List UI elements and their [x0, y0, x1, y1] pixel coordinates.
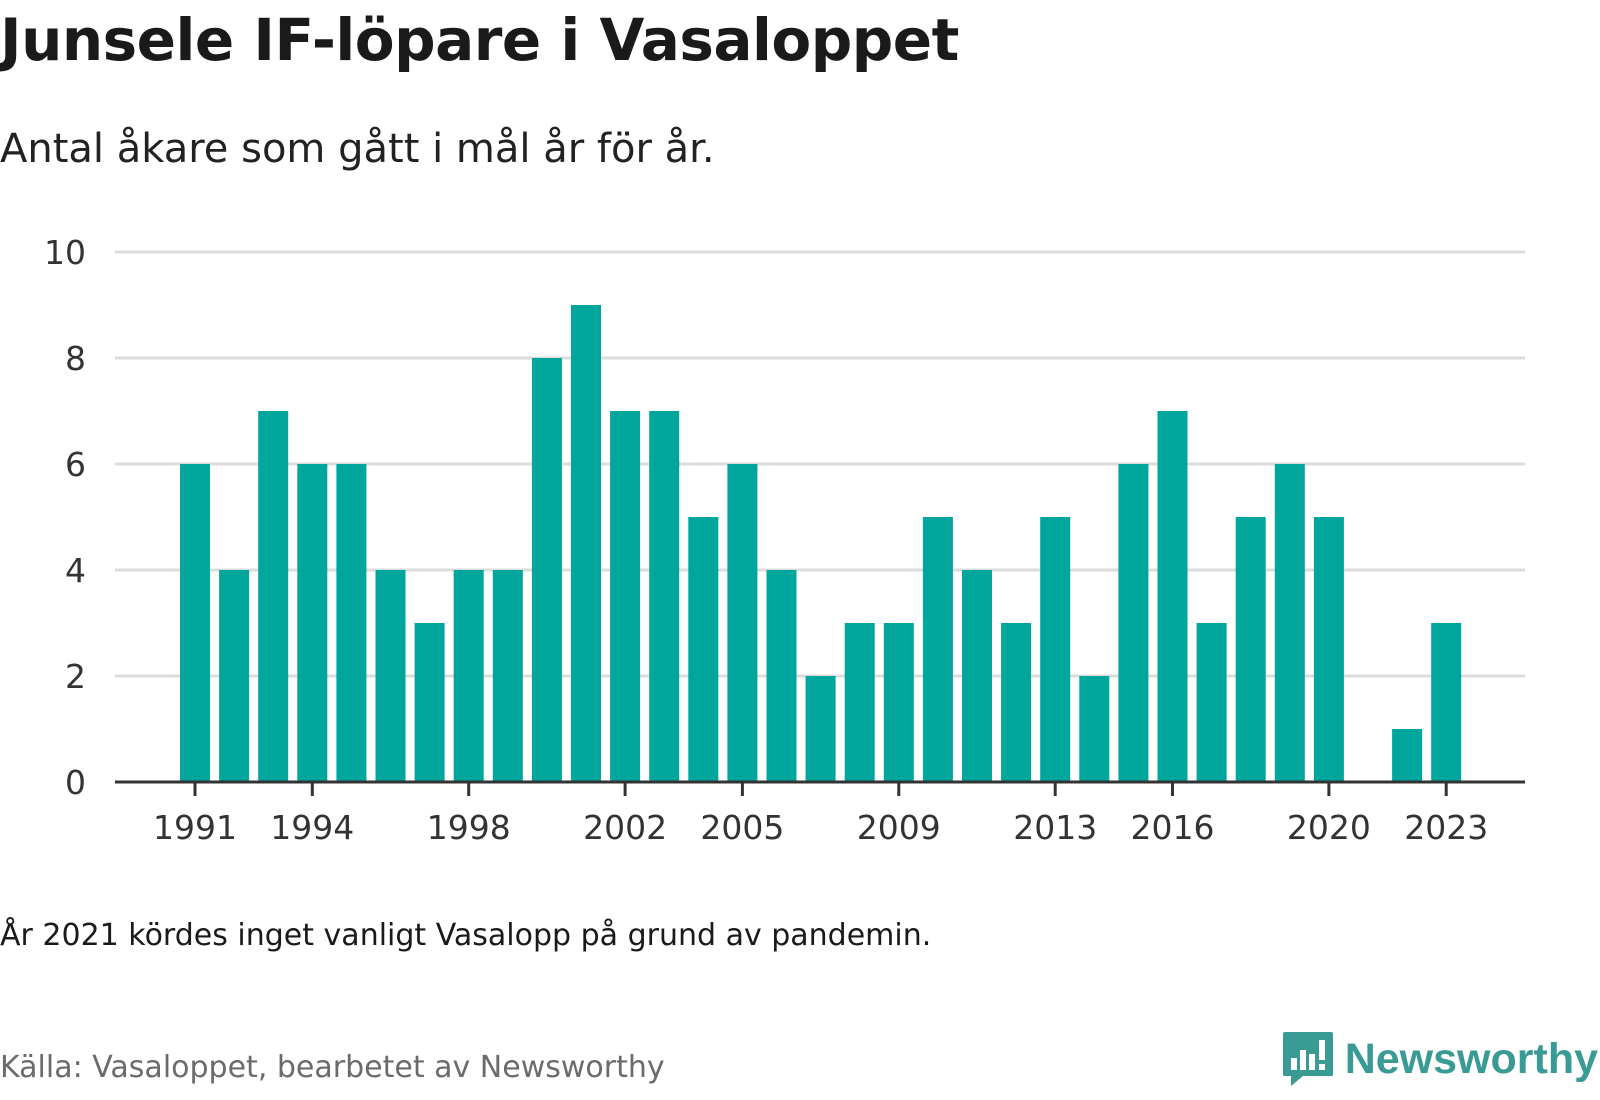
- chart-footnote: År 2021 kördes inget vanligt Vasalopp på…: [0, 918, 932, 953]
- x-tick-label: 1991: [153, 808, 237, 847]
- bar: [805, 676, 836, 782]
- bar: [1235, 517, 1266, 782]
- y-tick-label: 8: [65, 339, 86, 378]
- chart-subtitle: Antal åkare som gått i mål år för år.: [0, 126, 715, 172]
- x-tick-label: 1994: [270, 808, 354, 847]
- brand-name: Newsworthy: [1344, 1034, 1598, 1083]
- x-axis-ticks: 1991 1994 1998 2002 2005 2009 2013 2016 2020 2023: [153, 782, 1488, 847]
- bar: [375, 570, 406, 782]
- bar: [1118, 464, 1149, 782]
- bar: [336, 464, 367, 782]
- y-tick-label: 10: [44, 233, 86, 272]
- bar: [414, 623, 445, 782]
- bar: [688, 517, 719, 782]
- x-tick-label: 2009: [857, 808, 941, 847]
- x-tick-label: 2005: [700, 808, 784, 847]
- bar: [1431, 623, 1462, 782]
- bar: [922, 517, 953, 782]
- x-tick-label: 1998: [427, 808, 511, 847]
- bar: [844, 623, 875, 782]
- source-credit: Källa: Vasaloppet, bearbetet av Newswort…: [0, 1050, 665, 1085]
- x-tick-label: 2013: [1013, 808, 1097, 847]
- bar: [453, 570, 484, 782]
- y-axis-ticks: 0 2 4 6 8 10: [44, 233, 86, 802]
- bar: [1274, 464, 1305, 782]
- bar: [649, 411, 680, 782]
- bar: [727, 464, 758, 782]
- bar-chart: 0 2 4 6 8 10 1991 1994 1998 2002 2005 2009 2013 2016…: [44, 233, 1525, 847]
- bar: [258, 411, 289, 782]
- y-tick-label: 0: [65, 763, 86, 802]
- y-tick-label: 4: [65, 551, 86, 590]
- x-tick-label: 2002: [583, 808, 667, 847]
- bar: [1040, 517, 1071, 782]
- bar: [1313, 517, 1344, 782]
- bar: [1157, 411, 1188, 782]
- bar: [180, 464, 210, 782]
- bar: [1196, 623, 1227, 782]
- y-tick-label: 6: [65, 445, 86, 484]
- x-tick-label: 2020: [1287, 808, 1371, 847]
- bar: [531, 358, 562, 782]
- x-tick-label: 2023: [1404, 808, 1488, 847]
- bar: [610, 411, 641, 782]
- bar: [219, 570, 250, 782]
- bar: [1079, 676, 1110, 782]
- bar: [1392, 729, 1423, 782]
- bar: [883, 623, 914, 782]
- bar: [1001, 623, 1032, 782]
- bar: [571, 305, 601, 782]
- bar: [962, 570, 992, 782]
- newsworthy-logo-icon: [1282, 1032, 1333, 1086]
- bar: [766, 570, 797, 782]
- bar: [297, 464, 328, 782]
- bars: [180, 305, 1462, 782]
- brand-logo: Newsworthy: [1281, 1030, 1598, 1088]
- chart-title: Junsele IF-löpare i Vasaloppet: [0, 6, 959, 74]
- x-tick-label: 2016: [1131, 808, 1215, 847]
- bar: [492, 570, 523, 782]
- y-tick-label: 2: [65, 657, 86, 696]
